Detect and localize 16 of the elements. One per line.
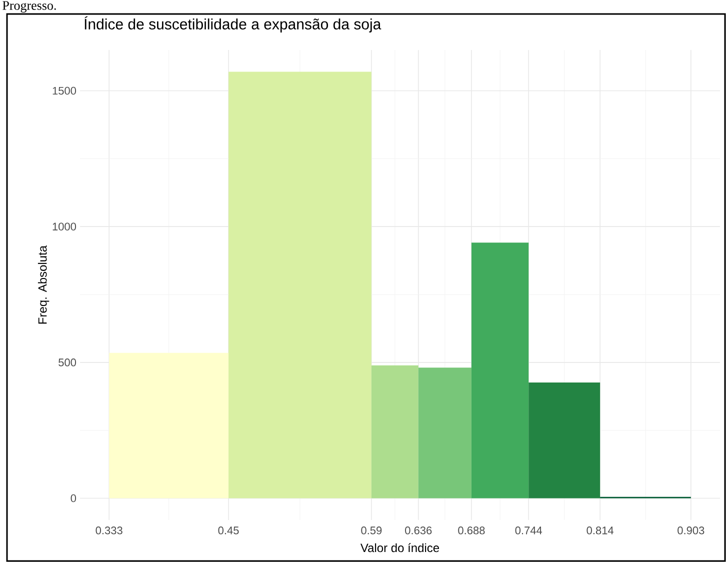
- x-tick-label: 0.636: [405, 526, 432, 534]
- x-tick-label: 0.59: [361, 526, 382, 534]
- x-tick-label: 0.688: [458, 526, 485, 534]
- y-tick-label: 1000: [52, 222, 76, 230]
- x-tick-label: 0.903: [678, 526, 704, 534]
- y-axis-title: Freq. Absoluta: [38, 245, 50, 324]
- text: Progresso.: [2, 1, 56, 13]
- x-tick-label: 0.45: [218, 526, 239, 534]
- x-tick-label: 0.814: [586, 526, 614, 534]
- y-tick-label: 0: [70, 494, 76, 502]
- x-tick-label: 0.744: [515, 526, 542, 534]
- y-tick-label: 1500: [52, 86, 76, 95]
- y-tick-label: 500: [58, 358, 76, 366]
- x-axis-title: Valor do índice: [360, 543, 440, 552]
- chart-title: Índice de suscetibilidade a expansão da soja: [84, 16, 382, 32]
- x-tick-label: 0.333: [96, 526, 122, 534]
